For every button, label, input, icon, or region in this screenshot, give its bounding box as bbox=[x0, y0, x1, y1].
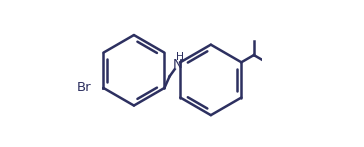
Text: Br: Br bbox=[77, 81, 91, 94]
Text: N: N bbox=[173, 58, 183, 71]
Text: H: H bbox=[176, 52, 184, 62]
